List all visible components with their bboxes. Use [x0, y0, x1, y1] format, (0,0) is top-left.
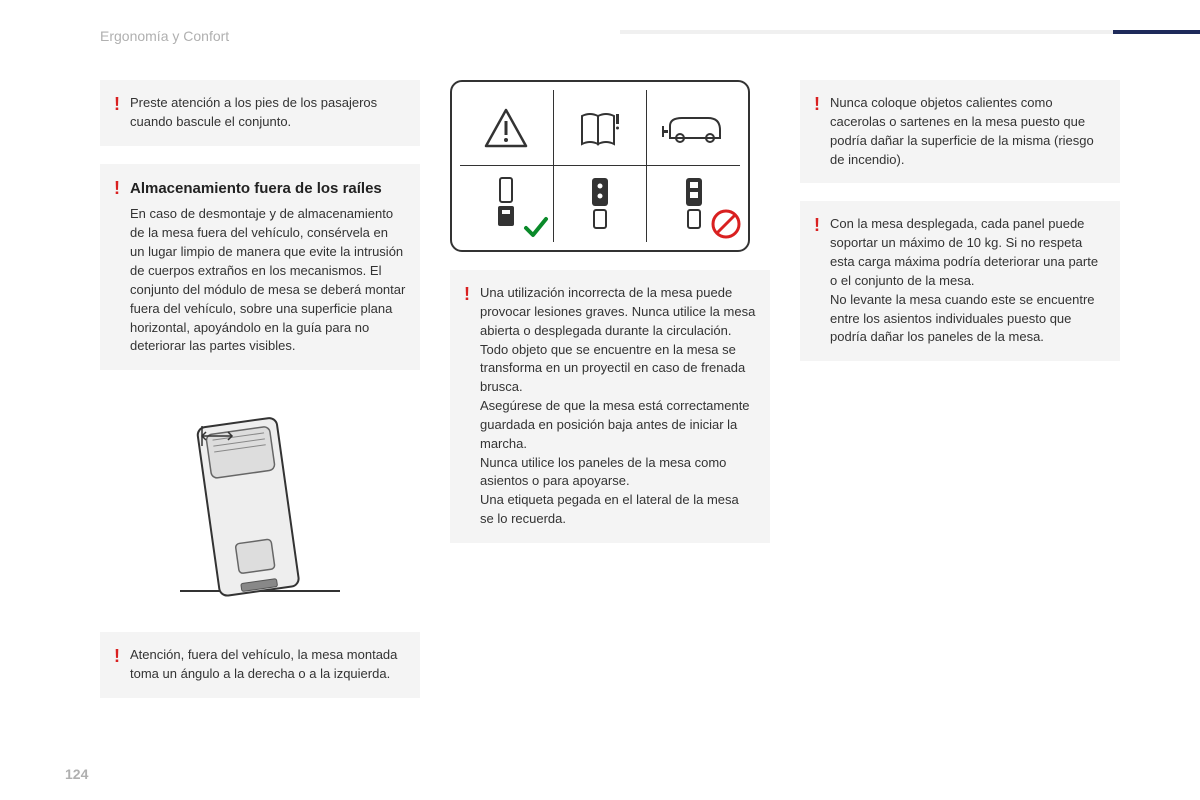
warning-hot-objects: ! Nunca coloque objetos calientes como c… — [800, 80, 1120, 183]
page-number: 124 — [65, 766, 88, 782]
vehicle-icon — [647, 90, 740, 165]
warning-icon: ! — [114, 179, 120, 197]
warning-angle: ! Atención, fuera del vehículo, la mesa … — [100, 632, 420, 698]
warning-title: Almacenamiento fuera de los raíles — [130, 178, 406, 200]
warning-text: Preste atención a los pies de los pasaje… — [130, 94, 406, 132]
warning-max-load: ! Con la mesa desplegada, cada panel pue… — [800, 201, 1120, 361]
wrong-position-1-icon — [554, 166, 647, 242]
warning-icon: ! — [114, 647, 120, 665]
warning-storage: ! Almacenamiento fuera de los raíles En … — [100, 164, 420, 371]
warning-text: Atención, fuera del vehículo, la mesa mo… — [130, 646, 406, 684]
triangle-warning-icon — [460, 90, 553, 165]
column-3: ! Nunca coloque objetos calientes como c… — [800, 80, 1120, 698]
warning-text: Con la mesa desplegada, cada panel puede… — [830, 215, 1106, 347]
warning-icon: ! — [814, 216, 820, 234]
warning-text: Una utilización incorrecta de la mesa pu… — [480, 284, 756, 529]
manual-icon — [554, 90, 647, 165]
warning-text: Nunca coloque objetos calientes como cac… — [830, 94, 1106, 169]
wrong-position-2-icon — [647, 166, 740, 242]
warning-misuse: ! Una utilización incorrecta de la mesa … — [450, 270, 770, 543]
warning-icon: ! — [114, 95, 120, 113]
header-accent-bar — [620, 30, 1200, 34]
module-tilt-diagram — [170, 396, 350, 606]
safety-label-diagram — [450, 80, 750, 252]
section-title: Ergonomía y Confort — [100, 28, 229, 44]
column-1: ! Preste atención a los pies de los pasa… — [100, 80, 420, 698]
content-columns: ! Preste atención a los pies de los pasa… — [100, 80, 1120, 698]
warning-icon: ! — [814, 95, 820, 113]
warning-text: En caso de desmontaje y de almacenamient… — [130, 205, 406, 356]
warning-icon: ! — [464, 285, 470, 303]
column-2: ! Una utilización incorrecta de la mesa … — [450, 80, 770, 698]
warning-feet: ! Preste atención a los pies de los pasa… — [100, 80, 420, 146]
correct-position-icon — [460, 166, 553, 242]
